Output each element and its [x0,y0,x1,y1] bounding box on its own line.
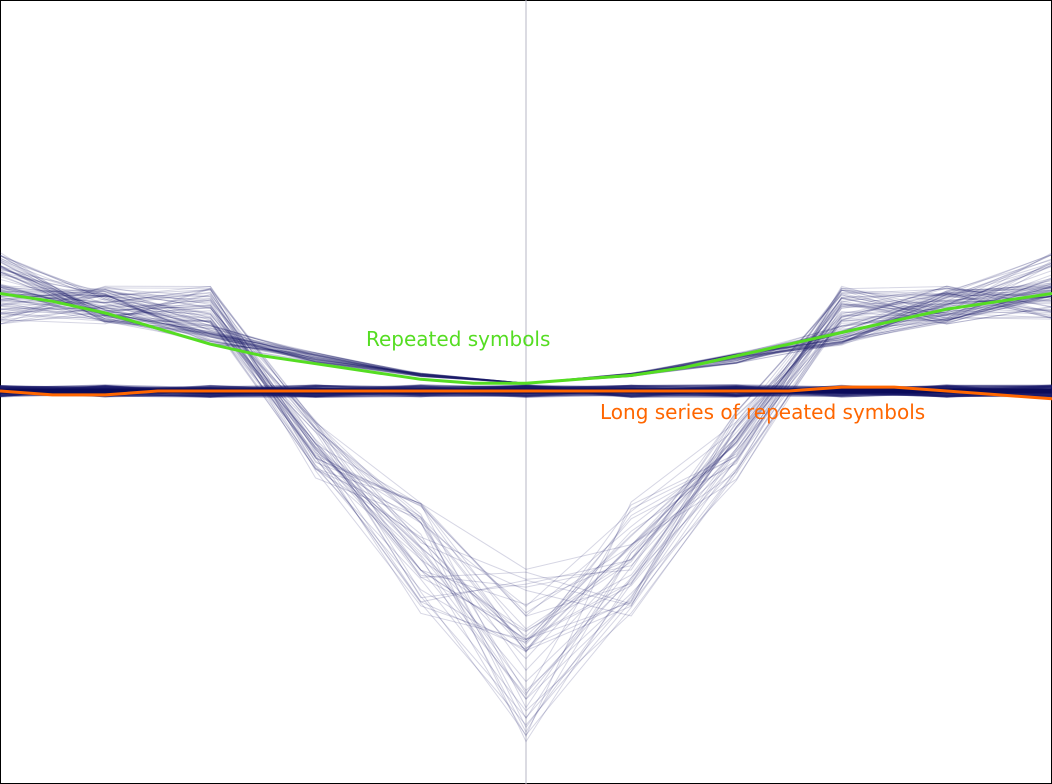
background-trace [0,287,1052,614]
background-trace [0,286,1052,599]
background-trace [0,298,1052,697]
background-trace [0,289,1052,734]
background-trace [0,288,1052,606]
background-trace [0,293,1052,719]
background-trace [0,293,1052,617]
background-trace [0,285,1052,743]
background-trace [0,289,1052,736]
background-trace [0,290,1052,649]
background-trace [0,292,1052,608]
series-line-1 [0,385,1052,401]
background-trace [0,286,1052,652]
background-trace [0,292,1052,588]
background-trace [0,292,1052,605]
background-trace [0,288,1052,641]
background-trace [0,296,1052,701]
background-trace [0,285,1052,646]
background-trace [0,289,1052,672]
background-trace [0,288,1052,640]
series-label-repeated-symbols: Repeated symbols [366,327,550,351]
background-trace [0,286,1052,607]
background-trace [0,285,1052,644]
background-trace [0,290,1052,653]
background-trace [0,291,1052,709]
background-trace [0,289,1052,643]
background-trace [0,292,1052,729]
background-trace [0,292,1052,650]
background-trace [0,289,1052,654]
background-trace [0,285,1052,720]
background-trace [0,291,1052,617]
background-trace [0,294,1052,580]
background-trace [0,289,1052,692]
background-trace [0,287,1052,652]
background-trace [0,295,1052,695]
background-trace [0,298,1052,700]
background-trace [0,286,1052,637]
background-trace [0,288,1052,712]
series-line-0 [0,292,1052,385]
background-trace [0,287,1052,641]
background-trace [0,300,1052,617]
series-label-long-series: Long series of repeated symbols [600,400,925,424]
series-layer [0,292,1052,401]
background-trace [0,286,1052,738]
background-trace [0,286,1052,633]
background-trace [0,287,1052,570]
background-trace [0,385,1052,397]
background-trace [0,287,1052,660]
background-trace [0,287,1052,632]
background-trace [0,285,1052,630]
background-trace [0,290,1052,683]
background-trace [0,288,1052,640]
background-trace [0,289,1052,726]
